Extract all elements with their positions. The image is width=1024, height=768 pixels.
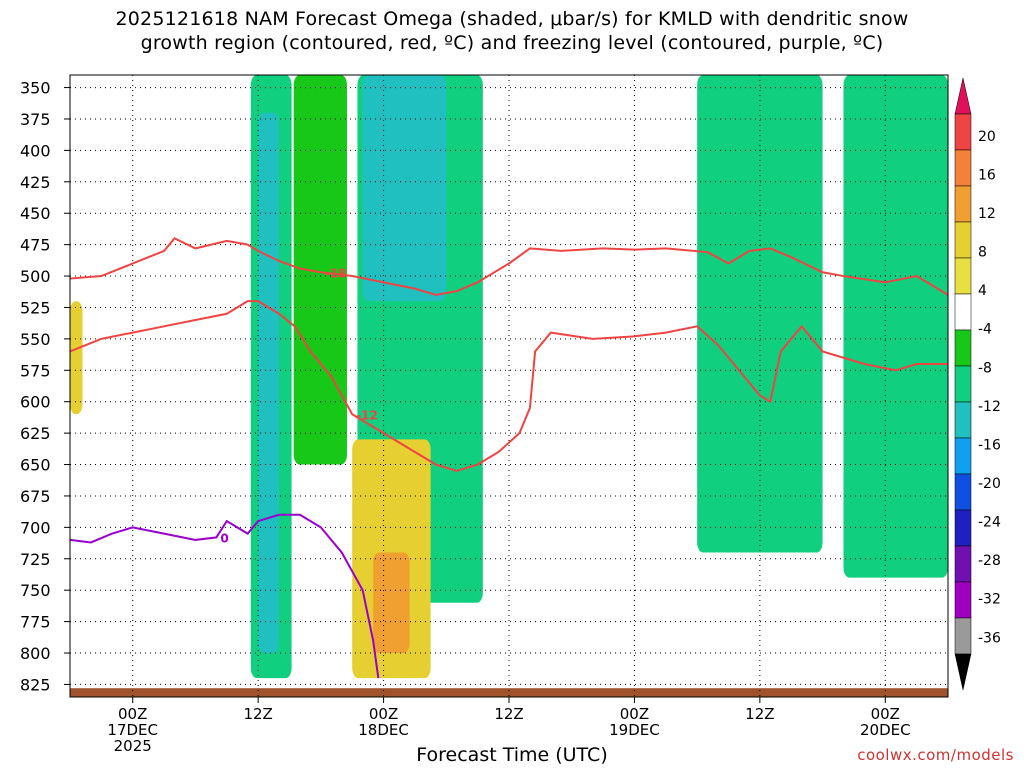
colorbar-segment — [954, 257, 972, 295]
y-tick-label: 575 — [20, 361, 51, 380]
x-tick-label: 12Z — [243, 705, 272, 723]
colorbar-label: -16 — [978, 437, 1001, 453]
terrain-band — [70, 688, 948, 697]
y-tick-label: 375 — [20, 110, 51, 129]
colorbar-segment — [954, 401, 972, 439]
y-tick-label: 750 — [20, 581, 51, 600]
omega-shading — [70, 75, 948, 679]
x-tick-label: 00Z — [871, 705, 900, 723]
y-tick-label: 650 — [20, 456, 51, 475]
y-tick-label: 400 — [20, 141, 51, 160]
freezing-level-contour — [69, 513, 380, 679]
y-tick-label: 725 — [20, 550, 51, 569]
colorbar-label: -28 — [978, 553, 1001, 569]
omega-region-ascent-band-2 — [293, 75, 347, 465]
colorbar-segment — [954, 293, 972, 331]
colorbar-segment — [954, 509, 972, 547]
y-tick-label: 700 — [20, 518, 51, 537]
x-tick-label: 00Z — [620, 705, 649, 723]
terrain-fill — [70, 688, 948, 697]
colorbar-segment — [954, 185, 972, 223]
colorbar-bottom-arrow — [954, 653, 972, 691]
omega-region-ascent-band-4 — [697, 75, 823, 553]
omega-region-ascent-band-1-core — [258, 112, 280, 654]
colorbar-segment — [954, 329, 972, 367]
y-tick-label: 425 — [20, 173, 51, 192]
colorbar: 20 16 12 8 4 -4 -8 -12 -16 -20 -24 -28 -32 -36 — [954, 77, 1001, 691]
x-tick-label: 12Z — [494, 705, 523, 723]
x-tick-label: 00Z — [369, 705, 398, 723]
y-tick-label: 350 — [20, 79, 51, 98]
y-tick-label: 600 — [20, 393, 51, 412]
x-axis-label: Forecast Time (UTC) — [416, 744, 608, 766]
colorbar-label: -12 — [978, 399, 1001, 415]
colorbar-segment — [954, 437, 972, 475]
colorbar-label: -36 — [978, 630, 1001, 646]
y-tick-label: 800 — [20, 644, 51, 663]
colorbar-label: -20 — [978, 476, 1001, 492]
colorbar-segment — [954, 473, 972, 511]
y-tick-label: 500 — [20, 267, 51, 286]
colorbar-label: 12 — [978, 206, 996, 222]
x-tick-label: 17DEC — [107, 721, 158, 739]
colorbar-label: -24 — [978, 515, 1001, 531]
omega-region-descent-1 — [70, 301, 83, 415]
colorbar-segment — [954, 617, 972, 655]
colorbar-label: -32 — [978, 592, 1001, 608]
colorbar-label: 4 — [978, 283, 987, 299]
y-tick-label: 625 — [20, 424, 51, 443]
colorbar-top-arrow — [954, 77, 972, 115]
colorbar-segment — [954, 545, 972, 583]
colorbar-segment — [954, 365, 972, 403]
colorbar-label: -8 — [978, 360, 992, 376]
x-tick-label: 19DEC — [609, 721, 660, 739]
chart-title-line-2: growth region (contoured, red, ºC) and f… — [140, 32, 884, 54]
x-tick-label: 2025 — [114, 737, 152, 755]
y-tick-label: 775 — [20, 613, 51, 632]
x-tick-label: 00Z — [118, 705, 147, 723]
colorbar-segment — [954, 581, 972, 619]
y-tick-label: 550 — [20, 330, 51, 349]
dgz-contour-1 — [69, 300, 948, 472]
dgz-contour-0-label: -18 — [325, 266, 347, 280]
y-tick-label: 675 — [20, 487, 51, 506]
omega-region-descent-2-core — [373, 552, 410, 654]
x-tick-label: 12Z — [745, 705, 774, 723]
temperature-contours: -18 -12 0 — [69, 237, 949, 679]
y-tick-label: 475 — [20, 236, 51, 255]
colorbar-segment — [954, 149, 972, 187]
y-tick-label: 450 — [20, 204, 51, 223]
y-axis: 350 375 400 425 450 475 500 525 550 575 600 625 650 6… — [20, 79, 70, 694]
colorbar-label: 16 — [978, 167, 996, 183]
colorbar-segment — [954, 113, 972, 151]
colorbar-segment — [954, 221, 972, 259]
freezing-level-contour-label: 0 — [220, 531, 228, 545]
y-tick-label: 525 — [20, 298, 51, 317]
dgz-contour-1-label: -12 — [356, 408, 378, 422]
omega-region-ascent-band-5 — [843, 75, 948, 578]
x-tick-label: 18DEC — [358, 721, 409, 739]
colorbar-label: 20 — [978, 129, 996, 145]
chart-title-line-1: 2025121618 NAM Forecast Omega (shaded, μ… — [115, 8, 909, 30]
dgz-contour-0 — [69, 237, 949, 296]
colorbar-label: -4 — [978, 322, 992, 338]
y-tick-label: 825 — [20, 675, 51, 694]
credit-link[interactable]: coolwx.com/models — [857, 746, 1014, 764]
colorbar-label: 8 — [978, 245, 987, 261]
omega-region-ascent-band-3-core — [362, 75, 447, 302]
x-tick-label: 20DEC — [860, 721, 911, 739]
grid-lines — [70, 75, 948, 697]
